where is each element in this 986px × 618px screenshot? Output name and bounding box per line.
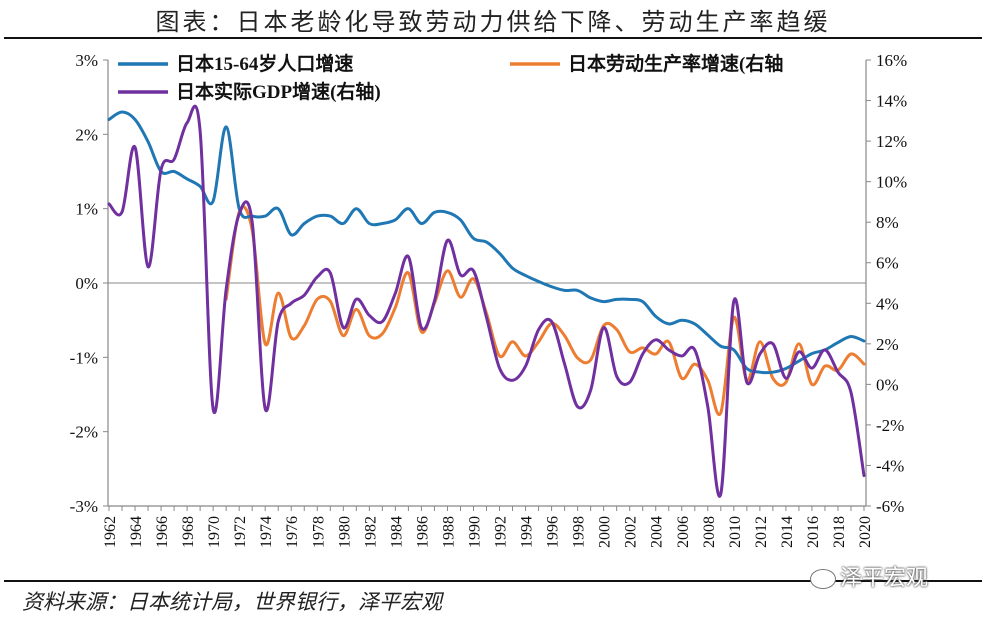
right-tick-label: 12% [876, 132, 907, 151]
legend-label: 日本实际GDP增速(右轴) [176, 80, 381, 103]
x-tick-label: 1992 [493, 516, 510, 548]
x-tick-label: 2006 [675, 516, 692, 548]
bottom-rule [4, 580, 982, 582]
left-tick-label: 0% [75, 274, 98, 293]
x-tick-label: 2014 [779, 516, 796, 548]
x-tick-label: 1964 [128, 516, 145, 548]
left-tick-label: 2% [75, 125, 98, 144]
right-tick-label: 2% [876, 335, 899, 354]
watermark: 泽平宏观 [810, 560, 928, 592]
x-tick-label: 1962 [102, 516, 119, 548]
right-tick-label: -6% [876, 497, 904, 516]
x-tick-label: 2002 [623, 516, 640, 548]
x-tick-label: 1990 [466, 516, 483, 548]
x-tick-label: 1980 [336, 516, 353, 548]
x-tick-label: 1976 [284, 516, 301, 548]
x-tick-label: 2020 [857, 516, 874, 548]
x-tick-label: 1972 [232, 516, 249, 548]
x-tick-label: 1970 [206, 516, 223, 548]
x-tick-label: 1994 [519, 516, 536, 548]
labor-productivity-line [224, 205, 866, 417]
watermark-text: 泽平宏观 [840, 566, 929, 591]
x-tick-label: 2004 [649, 516, 666, 548]
x-tick-label: 2010 [727, 516, 744, 548]
x-tick-label: 1968 [180, 516, 197, 548]
wechat-icon [810, 569, 836, 589]
axes: -3% -2% -1% 0% 1% 2% 3% -6% -4% -2% 0% 2% 4% 6% 8% 10% 1… [70, 51, 908, 548]
x-tick-label: 2012 [753, 516, 770, 548]
source-note: 资料来源：日本统计局，世界银行，泽平宏观 [22, 590, 442, 614]
real-gdp-growth-line [107, 104, 866, 498]
right-tick-label: -4% [876, 456, 904, 475]
x-tick-label: 2018 [831, 516, 848, 548]
x-tick-label: 2016 [805, 516, 822, 548]
population-growth-line [107, 110, 866, 375]
chart-title: 图表：日本老龄化导致劳动力供给下降、劳动生产率趋缓 [155, 8, 831, 36]
x-tick-label: 2008 [701, 516, 718, 548]
x-tick-label: 1966 [154, 516, 171, 548]
x-tick-label: 1978 [310, 516, 327, 548]
top-rule [4, 37, 982, 39]
legend-label: 日本劳动生产率增速(右轴 [568, 52, 783, 75]
right-tick-label: 10% [876, 173, 907, 192]
right-tick-label: 8% [876, 213, 899, 232]
right-tick-label: 6% [876, 254, 899, 273]
x-tick-label: 1986 [414, 516, 431, 548]
series-lines [107, 104, 866, 498]
x-tick-label: 1996 [545, 516, 562, 548]
right-tick-label: 14% [876, 92, 907, 111]
left-tick-label: -2% [70, 423, 98, 442]
x-tick-label: 1982 [362, 516, 379, 548]
left-tick-label: 3% [75, 51, 98, 70]
right-tick-label: 16% [876, 51, 907, 70]
x-tick-label: 1988 [440, 516, 457, 548]
legend-label: 日本15-64岁人口增速 [176, 52, 353, 75]
x-tick-label: 1984 [388, 516, 405, 548]
left-tick-label: -3% [70, 497, 98, 516]
right-tick-label: -2% [876, 416, 904, 435]
left-tick-label: -1% [70, 348, 98, 367]
right-tick-label: 4% [876, 294, 899, 313]
x-tick-label: 1998 [571, 516, 588, 548]
right-tick-label: 0% [876, 375, 899, 394]
x-tick-label: 2000 [597, 516, 614, 548]
line-chart: -3% -2% -1% 0% 1% 2% 3% -6% -4% -2% 0% 2% 4% 6% 8% 10% 1… [70, 51, 908, 548]
left-tick-label: 1% [75, 200, 98, 219]
x-tick-label: 1974 [258, 516, 275, 548]
